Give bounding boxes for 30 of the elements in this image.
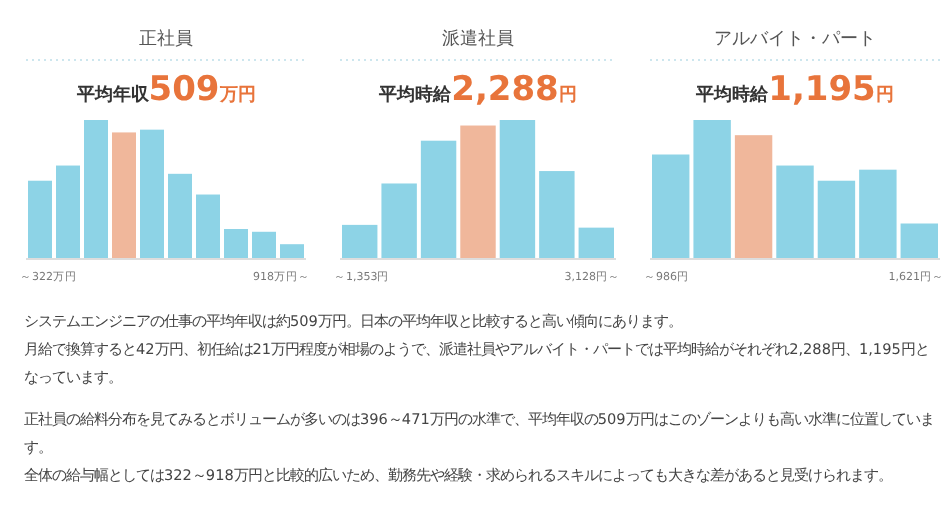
- bar: [280, 244, 304, 258]
- chart-subtitle: 平均年収509万円: [74, 70, 256, 110]
- bar: [28, 180, 52, 258]
- bar: [84, 120, 108, 258]
- bar: [652, 154, 690, 258]
- chart-subtitle: 平均時給1,195円: [694, 70, 894, 110]
- bar: [539, 171, 575, 258]
- bar: [196, 194, 220, 258]
- bar: [168, 173, 192, 258]
- bar: [56, 165, 80, 258]
- bar: [817, 180, 856, 258]
- bar: [693, 120, 731, 258]
- bar: [381, 183, 417, 258]
- bar: [224, 229, 248, 258]
- bar: [734, 135, 773, 258]
- bar: [578, 227, 614, 258]
- chart-title: アルバイト・パート: [714, 30, 876, 50]
- bar: [342, 224, 378, 258]
- chart-title: 正社員: [139, 28, 193, 50]
- bar: [900, 223, 938, 258]
- chart-subtitle: 平均時給2,288円: [377, 70, 577, 110]
- chart-title: 派遣社員: [442, 28, 514, 50]
- bar: [776, 165, 814, 258]
- bar: [112, 132, 136, 258]
- bar: [420, 140, 457, 258]
- bar: [499, 120, 536, 258]
- bar: [460, 125, 496, 258]
- bar: [140, 129, 164, 258]
- bar: [252, 231, 276, 258]
- bar: [859, 169, 897, 258]
